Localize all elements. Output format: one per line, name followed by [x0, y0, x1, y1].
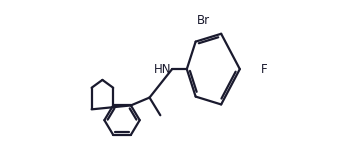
Text: HN: HN: [154, 63, 171, 76]
Text: Br: Br: [196, 14, 210, 27]
Text: F: F: [261, 63, 267, 76]
